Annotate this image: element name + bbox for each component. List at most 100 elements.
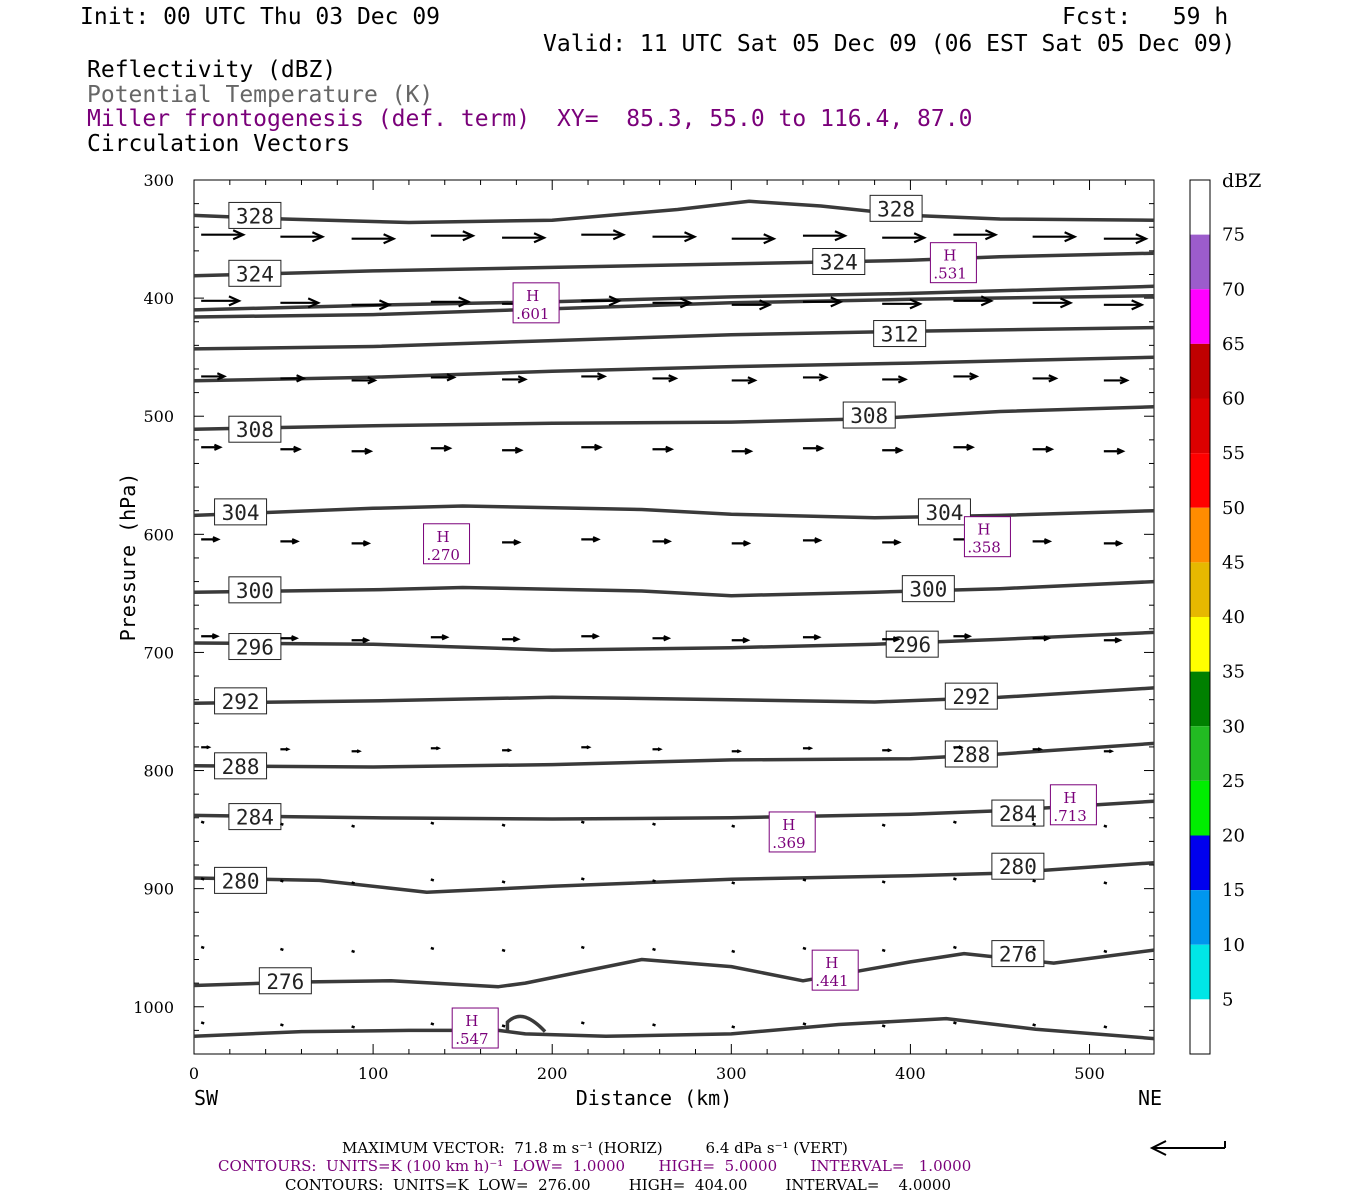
circulation-vector-shaft xyxy=(501,1024,506,1028)
circulation-vector-head xyxy=(597,372,608,381)
circulation-vector-head xyxy=(506,748,513,753)
circulation-vector-head xyxy=(443,444,453,452)
circulation-vector xyxy=(351,949,356,954)
circulation-vector-head xyxy=(364,447,374,455)
frontogenesis-max-value: .713 xyxy=(1053,807,1086,825)
circulation-vector xyxy=(280,231,326,243)
circulation-vector xyxy=(200,945,205,950)
circulation-vector xyxy=(731,376,758,385)
circulation-vector-shaft xyxy=(200,945,205,950)
circulation-vector xyxy=(501,880,506,884)
circulation-vector xyxy=(802,878,807,882)
theta-contour-label-box xyxy=(991,940,1045,968)
circulation-vector xyxy=(351,447,374,455)
circulation-vector xyxy=(731,824,736,828)
theta-contour-label: 296 xyxy=(893,633,931,657)
colorbar-tick-label: 10 xyxy=(1222,935,1245,956)
circulation-vector-shaft xyxy=(430,1022,435,1026)
theta-contour-label: 328 xyxy=(877,197,915,221)
x-tick-label: 100 xyxy=(358,1064,389,1083)
circulation-vector-head xyxy=(1043,538,1053,545)
circulation-vector xyxy=(802,1022,807,1026)
circulation-vector xyxy=(280,635,300,642)
frontogenesis-max-box xyxy=(963,516,1011,558)
circulation-vector-head xyxy=(663,538,672,545)
x-end-label-right: NE xyxy=(1138,1086,1162,1110)
circulation-vector xyxy=(731,881,736,885)
colorbar-segment xyxy=(1190,890,1210,945)
theta-contour-label-box xyxy=(214,752,268,780)
theta-contour-label-box xyxy=(917,498,971,526)
forecast-hour-label: Fcst: 59 h xyxy=(1062,4,1229,30)
circulation-vector xyxy=(1103,881,1108,885)
circulation-vector-shaft xyxy=(953,820,957,824)
circulation-vector-shaft xyxy=(279,822,284,826)
theta-contour-label-box xyxy=(258,967,312,995)
circulation-vector xyxy=(1032,879,1037,883)
circulation-vector xyxy=(1103,447,1126,455)
colorbar-segment xyxy=(1190,726,1210,781)
circulation-vector-shaft xyxy=(881,948,886,953)
theta-contour-324 xyxy=(193,251,1155,278)
frontogenesis-max-box xyxy=(1049,784,1097,826)
colorbar-tick-label: 30 xyxy=(1222,716,1245,737)
circulation-vector-shaft xyxy=(279,879,284,883)
circulation-vector xyxy=(652,538,672,545)
y-tick-label: 400 xyxy=(143,289,174,308)
theta-contour-label-box xyxy=(228,633,282,661)
circulation-vector xyxy=(200,820,205,824)
circulation-vector xyxy=(430,296,472,308)
circulation-vector xyxy=(279,947,284,952)
circulation-vector xyxy=(1032,747,1043,752)
frontogenesis-max-H: H xyxy=(782,816,795,834)
circulation-vector-head xyxy=(1114,637,1123,644)
theta-contour-label-box xyxy=(228,576,282,604)
colorbar-tick-label: 35 xyxy=(1222,662,1245,683)
theta-contour-label-box xyxy=(901,575,955,603)
valid-time-label: Valid: 11 UTC Sat 05 Dec 09 (06 EST Sat … xyxy=(543,31,1236,57)
theta-contour-label: 292 xyxy=(952,685,990,709)
frontogenesis-max-value: .601 xyxy=(516,305,549,323)
circulation-vector-head xyxy=(586,745,592,750)
circulation-vector-head xyxy=(592,633,600,640)
theta-contour-328 xyxy=(193,199,1155,225)
circulation-vector-head xyxy=(815,444,825,452)
circulation-vector xyxy=(279,879,284,883)
circulation-vector xyxy=(953,945,957,950)
circulation-vector xyxy=(1103,637,1123,644)
frontogenesis-max-box xyxy=(811,949,859,991)
colorbar-segment xyxy=(1190,780,1210,836)
circulation-vector xyxy=(1032,297,1074,309)
circulation-vector xyxy=(201,443,223,451)
circulation-vector xyxy=(1032,445,1055,453)
circulation-vector xyxy=(802,746,814,751)
circulation-vector-head xyxy=(446,373,457,382)
theta-contour-label-box xyxy=(228,201,282,229)
circulation-vector xyxy=(953,443,975,451)
colorbar-tick-label: 15 xyxy=(1222,880,1245,901)
circulation-vector-head xyxy=(1059,297,1074,309)
colorbar-segment xyxy=(1190,343,1210,399)
circulation-vector xyxy=(1032,1023,1037,1027)
circulation-vector-shaft xyxy=(1032,822,1037,826)
circulation-vector-shaft xyxy=(802,946,807,951)
circulation-vector-head xyxy=(657,747,663,752)
circulation-vector-head xyxy=(984,229,999,241)
frontogenesis-max-H: H xyxy=(825,954,838,972)
circulation-vector xyxy=(351,540,372,547)
circulation-vector-head xyxy=(356,749,362,754)
theta-contour-label: 300 xyxy=(909,578,947,602)
colorbar-segment xyxy=(1190,944,1210,1000)
circulation-vector-shaft xyxy=(953,945,957,950)
circulation-vector-head xyxy=(441,634,450,641)
colorbar-segment xyxy=(1190,835,1210,891)
circulation-vector-shaft xyxy=(881,823,886,827)
circulation-vector-shaft xyxy=(881,880,886,884)
circulation-vector xyxy=(430,634,450,641)
circulation-vector xyxy=(882,636,901,643)
colorbar-tick-label: 60 xyxy=(1222,389,1245,410)
circulation-vector xyxy=(882,375,908,384)
frontogenesis-max-H: H xyxy=(526,287,539,305)
circulation-vector-shaft xyxy=(580,877,585,881)
circulation-vector-head xyxy=(980,295,994,307)
